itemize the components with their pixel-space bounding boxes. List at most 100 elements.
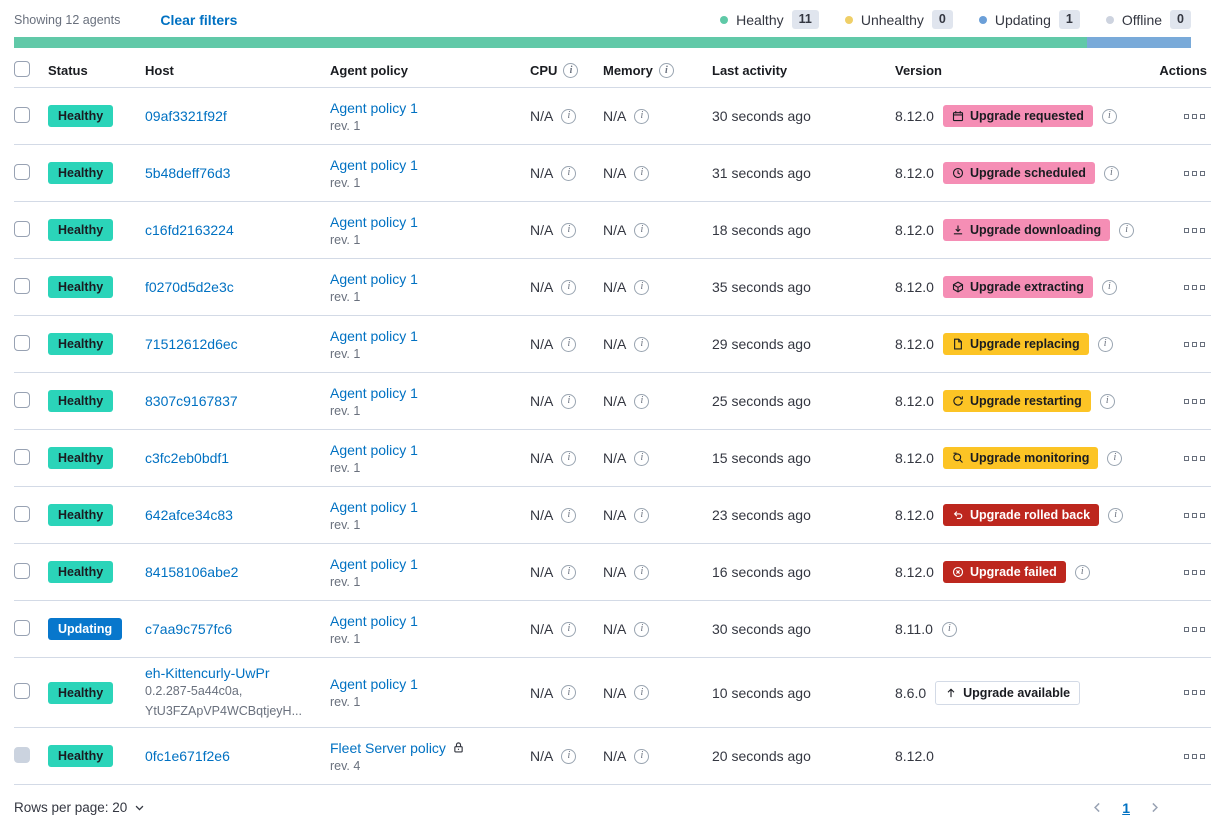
info-icon[interactable]: i — [561, 165, 577, 181]
info-icon[interactable]: i — [561, 393, 577, 409]
row-checkbox[interactable] — [14, 448, 30, 465]
info-icon[interactable]: i — [561, 564, 577, 580]
policy-link[interactable]: Agent policy 1 — [330, 612, 418, 629]
status-badge: Healthy — [48, 681, 114, 704]
row-checkbox[interactable] — [14, 106, 30, 123]
info-icon[interactable]: i — [1101, 279, 1117, 295]
host-link[interactable]: c16fd2163224 — [145, 222, 234, 238]
info-icon[interactable]: i — [561, 108, 577, 124]
info-icon[interactable]: i — [563, 63, 579, 78]
host-link[interactable]: 84158106abe2 — [145, 564, 239, 580]
host-link[interactable]: 8307c9167837 — [145, 393, 238, 409]
info-icon[interactable]: i — [634, 507, 650, 523]
row-actions-button[interactable] — [1182, 338, 1207, 351]
policy-link[interactable]: Agent policy 1 — [330, 441, 418, 458]
info-icon[interactable]: i — [561, 222, 577, 238]
host-link[interactable]: 642afce34c83 — [145, 507, 233, 523]
row-actions-button[interactable] — [1182, 395, 1207, 408]
row-checkbox[interactable] — [14, 562, 30, 579]
row-checkbox[interactable] — [14, 683, 30, 699]
table-row: Healthy c3fc2eb0bdf1 Agent policy 1 rev. … — [14, 430, 1211, 487]
info-icon[interactable]: i — [1108, 507, 1124, 523]
row-checkbox[interactable] — [14, 163, 30, 180]
info-icon[interactable]: i — [1074, 564, 1090, 580]
last-activity-value: 10 seconds ago — [712, 684, 811, 701]
info-icon[interactable]: i — [634, 621, 650, 637]
info-icon[interactable]: i — [1119, 222, 1135, 238]
row-actions-button[interactable] — [1182, 686, 1207, 699]
row-actions-button[interactable] — [1182, 750, 1207, 763]
info-icon[interactable]: i — [941, 621, 957, 637]
row-actions-button[interactable] — [1182, 110, 1207, 123]
host-link[interactable]: c7aa9c757fc6 — [145, 621, 233, 637]
previous-page-button[interactable] — [1089, 799, 1106, 816]
row-checkbox[interactable] — [14, 334, 30, 351]
info-icon[interactable]: i — [1107, 450, 1123, 466]
info-icon[interactable]: i — [1101, 108, 1117, 124]
cpu-value: N/A — [530, 450, 554, 466]
info-icon[interactable]: i — [1097, 336, 1113, 352]
info-icon[interactable]: i — [634, 279, 650, 295]
policy-link[interactable]: Agent policy 1 — [330, 676, 418, 692]
policy-link[interactable]: Fleet Server policy — [330, 739, 446, 756]
info-icon[interactable]: i — [658, 63, 674, 78]
policy-link[interactable]: Agent policy 1 — [330, 555, 418, 572]
info-icon[interactable]: i — [561, 685, 577, 700]
host-link[interactable]: 71512612d6ec — [145, 336, 238, 352]
host-link[interactable]: 5b48deff76d3 — [145, 165, 231, 181]
row-actions-button[interactable] — [1182, 281, 1207, 294]
row-checkbox[interactable] — [14, 619, 30, 636]
policy-link[interactable]: Agent policy 1 — [330, 327, 418, 344]
host-link[interactable]: 09af3321f92f — [145, 108, 227, 124]
host-link[interactable]: eh-Kittencurly-UwPr — [145, 665, 270, 681]
info-icon[interactable]: i — [561, 450, 577, 466]
info-icon[interactable]: i — [561, 279, 577, 295]
policy-link[interactable]: Agent policy 1 — [330, 99, 418, 116]
table-row: Healthy 642afce34c83 Agent policy 1 rev. … — [14, 487, 1211, 544]
memory-value: N/A — [603, 684, 627, 701]
next-page-button[interactable] — [1146, 799, 1163, 816]
info-icon[interactable]: i — [634, 222, 650, 238]
row-actions-button[interactable] — [1182, 452, 1207, 465]
row-actions-button[interactable] — [1182, 167, 1207, 180]
info-icon[interactable]: i — [1099, 393, 1115, 409]
clear-filters-link[interactable]: Clear filters — [160, 11, 238, 28]
info-icon[interactable]: i — [634, 564, 650, 580]
policy-revision: rev. 1 — [330, 118, 361, 133]
page-number-1[interactable]: 1 — [1122, 799, 1130, 816]
rows-per-page-button[interactable]: Rows per page: 20 — [14, 800, 145, 815]
info-icon[interactable]: i — [634, 108, 650, 124]
host-link[interactable]: f0270d5d2e3c — [145, 279, 234, 295]
info-icon[interactable]: i — [634, 450, 650, 466]
row-checkbox[interactable] — [14, 220, 30, 237]
policy-link[interactable]: Agent policy 1 — [330, 156, 418, 173]
info-icon[interactable]: i — [634, 685, 650, 700]
policy-link[interactable]: Agent policy 1 — [330, 498, 418, 515]
upgrade-status-badge: Upgrade scheduled — [942, 162, 1095, 184]
info-icon[interactable]: i — [561, 621, 577, 637]
info-icon[interactable]: i — [634, 748, 650, 764]
host-link[interactable]: 0fc1e671f2e6 — [145, 748, 230, 764]
row-actions-button[interactable] — [1182, 509, 1207, 522]
row-checkbox[interactable] — [14, 391, 30, 408]
policy-link[interactable]: Agent policy 1 — [330, 213, 418, 230]
policy-link[interactable]: Agent policy 1 — [330, 384, 418, 401]
policy-link[interactable]: Agent policy 1 — [330, 270, 418, 287]
cpu-value: N/A — [530, 279, 554, 295]
table-header-row: Status Host Agent policy CPU i Memory i La… — [14, 54, 1211, 88]
info-icon[interactable]: i — [561, 507, 577, 523]
select-all-checkbox[interactable] — [14, 61, 30, 77]
host-link[interactable]: c3fc2eb0bdf1 — [145, 450, 230, 466]
row-actions-button[interactable] — [1182, 566, 1207, 579]
info-icon[interactable]: i — [634, 336, 650, 352]
row-checkbox[interactable] — [14, 505, 30, 522]
info-icon[interactable]: i — [561, 336, 577, 352]
info-icon[interactable]: i — [561, 748, 577, 764]
last-activity-value: 35 seconds ago — [712, 279, 811, 295]
row-actions-button[interactable] — [1182, 623, 1207, 636]
info-icon[interactable]: i — [634, 165, 650, 181]
row-checkbox[interactable] — [14, 277, 30, 294]
info-icon[interactable]: i — [1103, 165, 1119, 181]
row-actions-button[interactable] — [1182, 224, 1207, 237]
info-icon[interactable]: i — [634, 393, 650, 409]
